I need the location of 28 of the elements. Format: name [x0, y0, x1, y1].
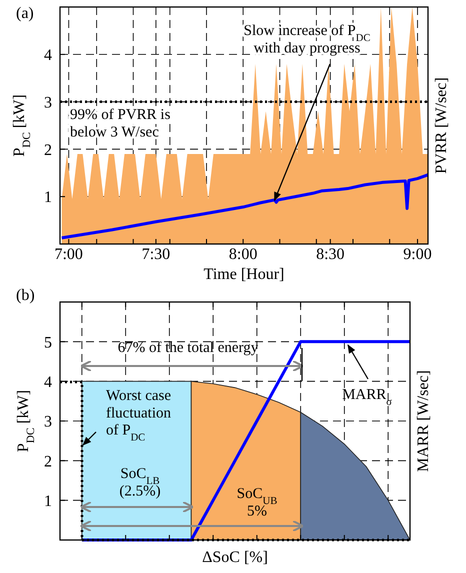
y-tick-label: 3 [44, 414, 52, 431]
y-tick-label: 5 [44, 334, 52, 352]
annotation: MARR$_{σ}$ [342, 387, 392, 408]
annotation: Slow increase of P$_{DC}$ with day progress [244, 23, 370, 56]
x-tick-label: 9:00 [403, 246, 432, 263]
x-tick-label: 7:00 [54, 246, 83, 263]
annotation: SoC$_{UB}$ 5% [236, 486, 278, 520]
annotation: Worst case fluctuation of P$_{DC}$ [106, 388, 172, 443]
x-tick-label: 8:00 [228, 246, 258, 263]
x-tick-label: 8:30 [316, 246, 345, 263]
y2-axis-title: MARR [W/sec] [415, 370, 432, 472]
y-tick-label: 4 [44, 47, 52, 64]
y-tick-label: 2 [44, 142, 52, 159]
line-series [60, 173, 430, 240]
chart-title: (b) [16, 287, 35, 304]
y-tick-label: 4 [44, 374, 52, 391]
line-series [80, 340, 412, 542]
y-tick-label: 1 [44, 492, 52, 510]
y2-axis-title: PVRR [W/sec] [433, 77, 450, 174]
annotation: SoC$_{LB}$ (2.5%) [119, 466, 161, 500]
y-tick-label: 2 [44, 453, 52, 470]
annotation: 67% of the total energy [118, 340, 259, 356]
x-axis-title: Time [Hour] [204, 266, 284, 283]
x-tick-label: 7:30 [142, 246, 170, 263]
y-tick-label: 3 [44, 94, 52, 112]
chart-title: (a) [16, 5, 34, 22]
x-axis-title: ΔSoC [%] [202, 549, 268, 566]
y-tick-label: 1 [44, 189, 52, 206]
